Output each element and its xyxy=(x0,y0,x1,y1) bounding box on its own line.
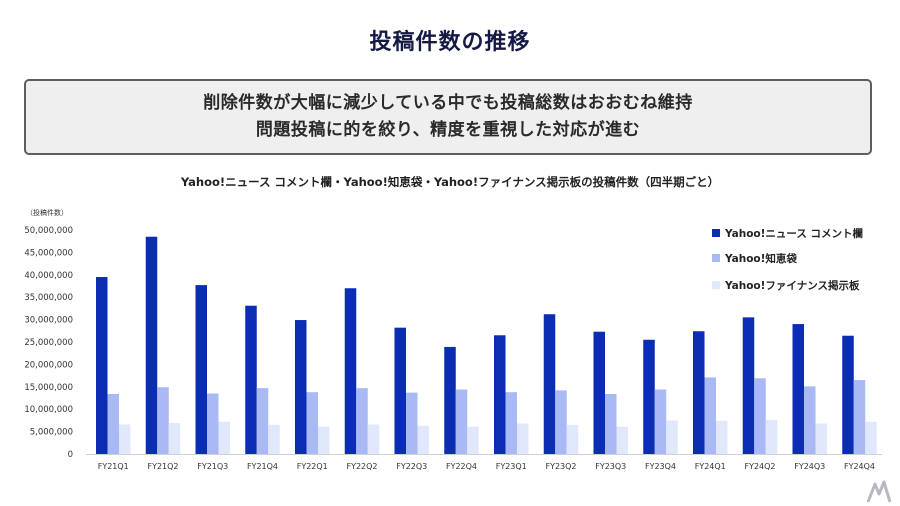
bar-finance-fy21q3 xyxy=(218,421,230,454)
page-title: 投稿件数の推移 xyxy=(369,30,531,55)
summary-box: 削除件数が大幅に減少している中でも投稿総数はおおむね維持 問題投稿に的を絞り、精… xyxy=(24,79,872,155)
x-tick-label: FY22Q1 xyxy=(297,462,328,471)
logo-mark-icon xyxy=(866,480,892,503)
summary-line-2: 問題投稿に的を絞り、精度を重視した対応が進む xyxy=(255,120,641,140)
bar-chiebukuro-fy23q2 xyxy=(555,390,567,454)
bar-news-fy23q4 xyxy=(643,339,655,454)
bar-chiebukuro-fy24q4 xyxy=(853,380,866,454)
bar-news-fy22q2 xyxy=(344,288,357,454)
bar-chiebukuro-fy22q1 xyxy=(306,392,318,454)
bar-news-fy22q1 xyxy=(295,320,307,454)
bar-finance-fy23q4 xyxy=(666,420,678,454)
y-tick-label: 50,000,000 xyxy=(24,226,73,236)
bar-chiebukuro-fy21q3 xyxy=(207,393,219,454)
y-tick-label: 35,000,000 xyxy=(24,293,73,303)
x-tick-label: FY23Q4 xyxy=(645,462,676,471)
summary-line-1: 削除件数が大幅に減少している中でも投稿総数はおおむね維持 xyxy=(203,93,693,113)
bar-chiebukuro-fy23q4 xyxy=(654,389,667,454)
bar-news-fy22q4 xyxy=(444,346,456,454)
y-tick-label: 45,000,000 xyxy=(24,248,73,258)
x-tick-label: FY21Q3 xyxy=(197,462,228,471)
bar-news-fy24q2 xyxy=(742,317,755,454)
bar-chiebukuro-fy21q2 xyxy=(157,387,169,454)
bar-news-fy21q2 xyxy=(145,236,158,454)
bar-news-fy24q3 xyxy=(792,324,804,454)
bar-finance-fy24q1 xyxy=(716,420,728,454)
y-tick-label: 40,000,000 xyxy=(24,271,73,281)
legend-label: Yahoo!知恵袋 xyxy=(724,252,797,265)
legend-swatch xyxy=(712,229,720,237)
x-tick-label: FY24Q1 xyxy=(695,462,726,471)
y-tick-label: 5,000,000 xyxy=(30,428,73,438)
bar-finance-fy21q2 xyxy=(168,423,181,454)
bar-chiebukuro-fy21q1 xyxy=(107,393,119,454)
bar-finance-fy24q3 xyxy=(815,423,827,454)
x-tick-label: FY21Q2 xyxy=(147,462,178,471)
bar-news-fy24q1 xyxy=(693,331,705,454)
bar-finance-fy24q4 xyxy=(865,421,877,454)
x-tick-label: FY22Q4 xyxy=(446,462,477,471)
bar-news-fy21q3 xyxy=(195,285,207,454)
bar-finance-fy23q1 xyxy=(517,423,529,454)
bar-news-fy23q1 xyxy=(494,335,506,454)
bar-finance-fy24q2 xyxy=(765,419,778,454)
x-tick-label: FY23Q1 xyxy=(496,462,527,471)
legend-swatch xyxy=(712,281,720,289)
bar-finance-fy22q3 xyxy=(417,425,429,454)
x-tick-label: FY22Q2 xyxy=(346,462,377,471)
y-tick-label: 15,000,000 xyxy=(24,383,73,393)
bar-finance-fy21q4 xyxy=(268,424,280,454)
bar-chiebukuro-fy22q4 xyxy=(455,389,468,454)
legend-label: Yahoo!ニュース コメント欄 xyxy=(724,227,863,240)
bar-chiebukuro-fy24q2 xyxy=(754,378,766,454)
bar-finance-fy21q1 xyxy=(119,424,131,454)
bar-finance-fy22q4 xyxy=(467,426,479,454)
y-tick-label: 20,000,000 xyxy=(24,360,73,370)
bar-news-fy23q2 xyxy=(543,314,556,454)
bar-news-fy22q3 xyxy=(394,327,406,454)
y-axis-label: （投稿件数） xyxy=(26,208,68,217)
x-tick-label: FY24Q4 xyxy=(844,462,875,471)
chart-title: Yahoo!ニュース コメント欄・Yahoo!知恵袋・Yahoo!ファイナンス掲… xyxy=(180,175,720,189)
bar-finance-fy23q3 xyxy=(616,426,628,454)
bar-news-fy21q1 xyxy=(96,277,108,454)
x-tick-label: FY23Q2 xyxy=(545,462,576,471)
x-tick-label: FY22Q3 xyxy=(396,462,427,471)
bar-news-fy24q4 xyxy=(842,335,854,454)
bar-chiebukuro-fy24q1 xyxy=(704,377,716,454)
x-tick-label: FY24Q2 xyxy=(744,462,775,471)
y-tick-label: 0 xyxy=(68,450,73,460)
bar-chiebukuro-fy24q3 xyxy=(804,386,816,454)
bar-chiebukuro-fy23q1 xyxy=(505,392,517,454)
y-tick-label: 25,000,000 xyxy=(24,338,73,348)
x-tick-label: FY21Q4 xyxy=(247,462,278,471)
bar-finance-fy22q1 xyxy=(318,426,330,454)
bar-news-fy23q3 xyxy=(593,331,605,454)
bar-news-fy21q4 xyxy=(245,305,257,454)
x-tick-label: FY23Q3 xyxy=(595,462,626,471)
legend-swatch xyxy=(712,254,720,262)
y-tick-label: 30,000,000 xyxy=(24,316,73,326)
x-tick-label: FY21Q1 xyxy=(98,462,129,471)
x-tick-label: FY24Q3 xyxy=(794,462,825,471)
bar-chiebukuro-fy22q2 xyxy=(356,388,368,454)
bar-finance-fy22q2 xyxy=(367,424,380,454)
bar-chiebukuro-fy23q3 xyxy=(605,393,617,454)
legend-label: Yahoo!ファイナンス掲示板 xyxy=(724,279,860,292)
bar-finance-fy23q2 xyxy=(566,424,579,454)
bar-chiebukuro-fy21q4 xyxy=(256,388,269,454)
y-tick-label: 10,000,000 xyxy=(24,405,73,415)
bar-chiebukuro-fy22q3 xyxy=(406,392,418,454)
